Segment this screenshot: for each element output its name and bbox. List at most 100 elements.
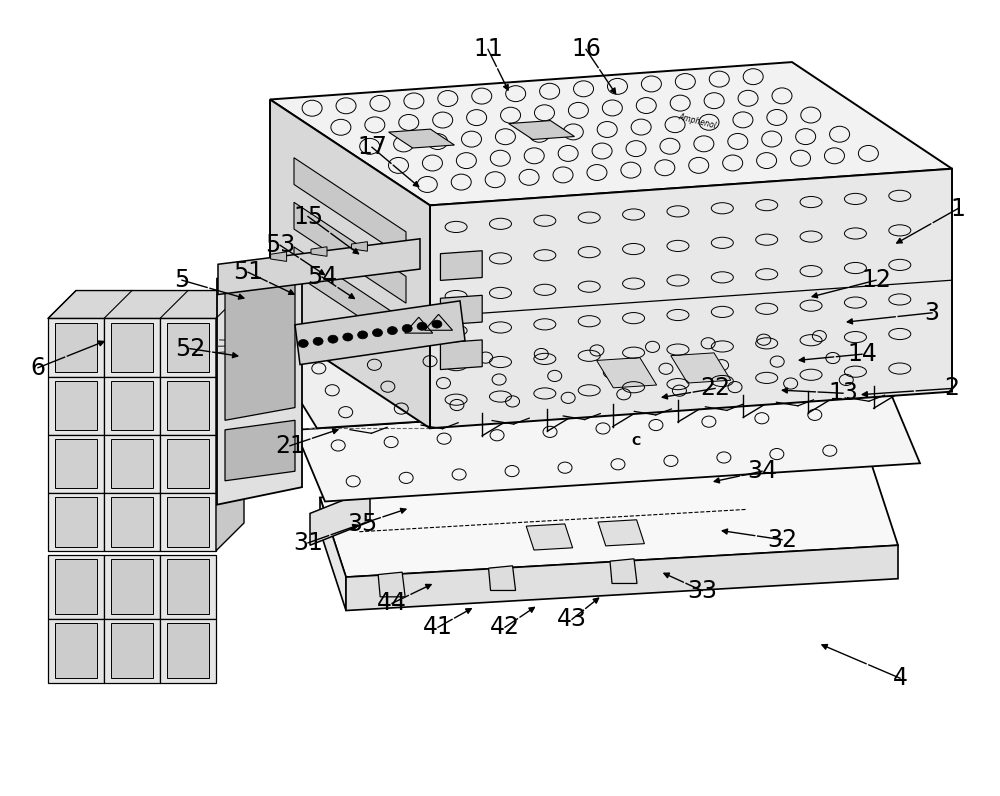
Polygon shape: [295, 392, 920, 501]
Polygon shape: [311, 247, 327, 256]
Circle shape: [372, 329, 382, 337]
Polygon shape: [104, 555, 160, 618]
Polygon shape: [378, 572, 405, 597]
Text: C: C: [631, 435, 640, 447]
Polygon shape: [48, 435, 104, 493]
Polygon shape: [225, 420, 295, 481]
Polygon shape: [430, 169, 952, 428]
Circle shape: [402, 325, 412, 333]
Polygon shape: [55, 322, 97, 373]
Polygon shape: [271, 252, 287, 261]
Polygon shape: [111, 322, 153, 373]
Text: 5: 5: [174, 268, 190, 292]
Text: 13: 13: [828, 381, 858, 405]
Text: 42: 42: [490, 615, 520, 639]
Polygon shape: [610, 559, 637, 583]
Text: 15: 15: [293, 205, 323, 228]
Text: 43: 43: [557, 607, 587, 631]
Text: 31: 31: [293, 531, 323, 555]
Polygon shape: [104, 618, 160, 683]
Polygon shape: [489, 566, 516, 591]
Text: 3: 3: [924, 301, 940, 325]
Polygon shape: [346, 545, 898, 611]
Polygon shape: [225, 280, 295, 420]
Polygon shape: [160, 555, 216, 618]
Polygon shape: [55, 380, 97, 431]
Polygon shape: [294, 247, 406, 348]
Polygon shape: [216, 291, 244, 551]
Polygon shape: [55, 439, 97, 489]
Polygon shape: [167, 497, 209, 547]
Polygon shape: [111, 623, 153, 678]
Text: 11: 11: [473, 37, 503, 61]
Polygon shape: [217, 261, 302, 505]
Polygon shape: [526, 524, 573, 550]
Polygon shape: [160, 493, 216, 551]
Polygon shape: [320, 466, 898, 577]
Polygon shape: [320, 498, 346, 611]
Polygon shape: [275, 320, 935, 428]
Polygon shape: [160, 435, 216, 493]
Polygon shape: [440, 251, 482, 280]
Polygon shape: [104, 318, 160, 377]
Text: 2: 2: [944, 377, 960, 400]
Circle shape: [313, 338, 323, 345]
Text: 12: 12: [861, 268, 891, 292]
Polygon shape: [218, 239, 420, 295]
Text: 51: 51: [233, 260, 263, 284]
Polygon shape: [104, 435, 160, 493]
Polygon shape: [167, 559, 209, 615]
Polygon shape: [48, 377, 104, 435]
Circle shape: [328, 335, 338, 343]
Text: 22: 22: [700, 377, 730, 400]
Text: 41: 41: [423, 615, 453, 639]
Polygon shape: [160, 377, 216, 435]
Text: 17: 17: [357, 135, 387, 159]
Polygon shape: [55, 559, 97, 615]
Text: 16: 16: [571, 37, 601, 61]
Polygon shape: [167, 439, 209, 489]
Text: 33: 33: [687, 579, 717, 603]
Polygon shape: [509, 120, 574, 139]
Text: 32: 32: [767, 528, 797, 552]
Polygon shape: [167, 322, 209, 373]
Polygon shape: [160, 318, 216, 377]
Polygon shape: [440, 295, 482, 325]
Circle shape: [417, 322, 427, 330]
Polygon shape: [104, 377, 160, 435]
Polygon shape: [310, 490, 370, 545]
Text: 53: 53: [265, 233, 295, 257]
Text: 4: 4: [893, 666, 908, 690]
Polygon shape: [270, 100, 430, 428]
Text: 14: 14: [847, 342, 877, 366]
Text: 1: 1: [951, 197, 965, 220]
Text: 34: 34: [747, 459, 777, 483]
Polygon shape: [48, 493, 104, 551]
Polygon shape: [351, 242, 367, 252]
Circle shape: [387, 326, 397, 334]
Polygon shape: [55, 623, 97, 678]
Circle shape: [432, 320, 442, 328]
Polygon shape: [48, 291, 244, 318]
Polygon shape: [48, 555, 104, 618]
Polygon shape: [597, 357, 657, 388]
Text: 52: 52: [175, 337, 205, 361]
Text: 54: 54: [307, 265, 337, 289]
Text: 6: 6: [30, 356, 46, 380]
Polygon shape: [104, 493, 160, 551]
Polygon shape: [55, 497, 97, 547]
Polygon shape: [167, 623, 209, 678]
Polygon shape: [295, 301, 465, 365]
Text: 44: 44: [377, 591, 407, 615]
Polygon shape: [111, 497, 153, 547]
Polygon shape: [294, 202, 406, 303]
Polygon shape: [167, 380, 209, 431]
Polygon shape: [48, 318, 104, 377]
Text: Amphenol: Amphenol: [678, 112, 717, 131]
Polygon shape: [294, 158, 406, 259]
Polygon shape: [598, 520, 644, 546]
Polygon shape: [270, 62, 952, 205]
Polygon shape: [48, 618, 104, 683]
Circle shape: [358, 331, 368, 339]
Polygon shape: [389, 129, 454, 148]
